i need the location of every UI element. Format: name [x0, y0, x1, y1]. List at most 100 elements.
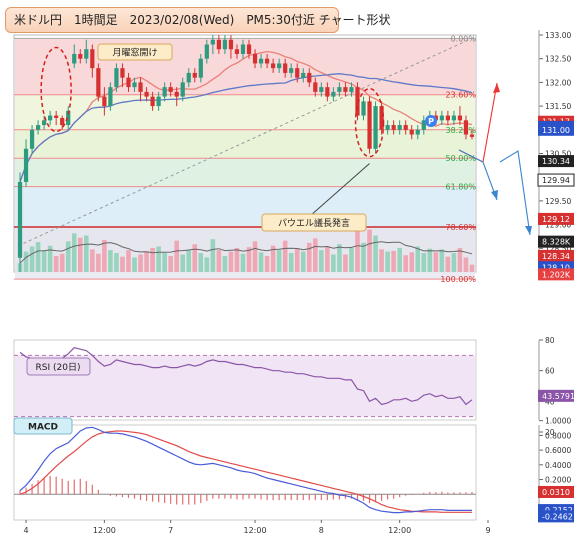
price-tag-box: [538, 249, 574, 262]
macd-tick-label: 0.6000: [545, 446, 571, 455]
candle-body: [283, 63, 288, 73]
y-tick-label: 129.50: [545, 197, 571, 206]
callout-box: [97, 43, 173, 61]
candle: [108, 82, 113, 111]
candle-body: [277, 63, 282, 69]
candle-body: [258, 58, 264, 64]
volume-bar: [174, 240, 179, 272]
volume-bar: [168, 255, 173, 272]
candle: [307, 68, 312, 88]
macd-tick-label: 0.8000: [545, 431, 571, 440]
rsi-tick-label: 80: [545, 336, 555, 345]
volume-bar: [204, 257, 210, 272]
candle-body: [439, 115, 444, 121]
volume-bar: [186, 250, 192, 272]
volume-bar: [29, 246, 35, 272]
x-tick-label: 9: [485, 526, 490, 535]
candle: [156, 91, 161, 111]
x-tick-label: 8: [319, 526, 324, 535]
candle-body: [138, 82, 143, 92]
candle: [325, 82, 330, 102]
candle: [361, 96, 366, 121]
fib-band: [15, 186, 475, 227]
volume-bar: [47, 245, 53, 272]
window-fill-label: 月曜窓開け: [112, 47, 157, 59]
fib-label: 23.60%: [445, 91, 476, 100]
candle: [343, 82, 348, 97]
callout-pointer: [309, 163, 370, 217]
candle-body: [198, 58, 203, 78]
volume-bar: [150, 247, 155, 272]
macd-tag-label: 0.0310: [542, 488, 570, 497]
volume-tag-box: [538, 268, 574, 281]
candle-body: [373, 106, 378, 149]
volume-bar: [126, 250, 131, 272]
candle-body: [168, 87, 173, 92]
price-tag-label: 128.10: [542, 263, 570, 272]
candle-body: [415, 129, 420, 135]
candle-body: [379, 106, 384, 130]
rsi-tag-box: [538, 389, 574, 402]
candle-body: [150, 96, 155, 107]
candle: [42, 115, 47, 130]
macd-tick-label: 0.2000: [545, 476, 571, 485]
candle-body: [367, 101, 372, 149]
candle-body: [120, 68, 125, 78]
candle-body: [240, 44, 246, 54]
volume-bar: [421, 253, 427, 272]
y-tick-label: 133.00: [545, 31, 571, 40]
candle-body: [469, 134, 475, 137]
candle-body: [421, 120, 426, 130]
price-tag: 128.34: [538, 249, 574, 262]
candle-body: [180, 82, 185, 97]
price-tag: 129.12: [538, 212, 574, 225]
arrow-head: [525, 226, 532, 235]
volume-bar: [361, 242, 366, 272]
candle-body: [451, 115, 457, 121]
volume-bar: [192, 244, 198, 272]
candle: [66, 106, 71, 130]
candle: [90, 44, 95, 78]
candle: [48, 110, 53, 126]
candle-body: [144, 91, 149, 97]
volume-bar: [90, 249, 95, 272]
candle-body: [385, 125, 390, 130]
candle: [114, 63, 119, 92]
volume-bar: [240, 253, 246, 272]
price-tag-label: 129.12: [542, 215, 570, 224]
powell-label: パウエル議長発言: [278, 217, 350, 229]
candle-body: [174, 91, 179, 97]
rsi-value-tag: 43.5791: [538, 389, 575, 402]
volume-bar: [258, 252, 264, 272]
volume-bar: [355, 229, 360, 272]
projection-arrow: [499, 150, 531, 236]
candle: [445, 110, 450, 126]
volume-bar: [373, 235, 378, 272]
rsi-legend-box: [26, 357, 91, 376]
volume-bar: [216, 250, 222, 272]
candle-body: [156, 96, 161, 107]
macd-legend-label: MACD: [28, 423, 58, 433]
candle: [29, 125, 35, 154]
volume-bar: [415, 246, 421, 272]
candle: [409, 125, 414, 140]
volume-bar: [433, 252, 439, 272]
candle-body: [54, 115, 59, 118]
rsi-tag-label: 43.5791: [542, 392, 575, 401]
candle: [415, 125, 420, 140]
y-tick-label: 132.00: [545, 78, 571, 87]
y-tick-label: 132.50: [545, 55, 571, 64]
candle-body: [264, 58, 270, 64]
macd-tick-label: 0.4000: [545, 461, 571, 470]
candle: [277, 58, 282, 73]
candle-body: [78, 53, 83, 59]
volume-bar: [222, 255, 228, 272]
candle-body: [35, 125, 41, 130]
candle-body: [289, 68, 294, 73]
candle-body: [234, 49, 240, 54]
volume-bar: [77, 237, 83, 272]
candle-body: [132, 82, 137, 88]
macd-tick-label: 1.0000: [545, 417, 571, 426]
candle-body: [391, 125, 396, 130]
volume-bar: [457, 247, 463, 272]
